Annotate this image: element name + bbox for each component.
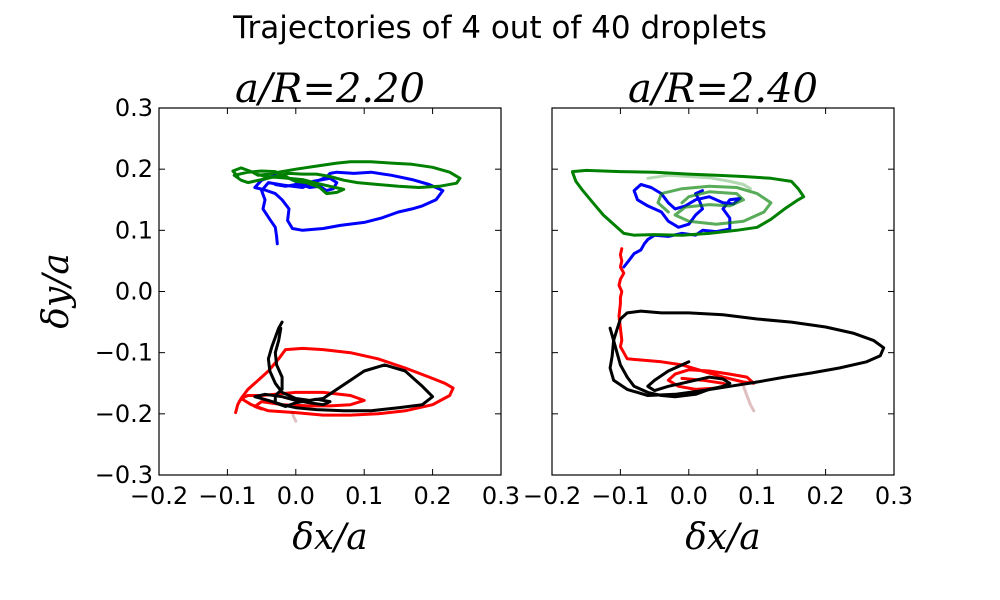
trajectory-line — [608, 326, 732, 399]
y-tick-label: −0.2 — [95, 400, 153, 428]
figure-title: Trajectories of 4 out of 40 droplets — [232, 10, 767, 46]
x-tick-label: 0.1 — [738, 482, 776, 510]
y-tick-label: −0.1 — [95, 339, 153, 367]
panel-left: a/R=2.20 −0.2 −0.1 0.0 0.1 0.2 0.3 −0.3−0.2−0… — [36, 66, 520, 558]
y-tick-label: 0.2 — [115, 155, 153, 183]
trajectory-line — [617, 247, 756, 391]
panel-right-x-axis-label: δx/a — [685, 517, 761, 558]
trajectory-line — [571, 168, 806, 237]
trajectory-line — [253, 320, 435, 413]
trajectory-line — [290, 411, 298, 423]
trajectory-line — [231, 160, 462, 196]
trajectory-line — [234, 346, 455, 417]
x-tick-label: 0.0 — [670, 482, 708, 510]
x-tick-label: 0.3 — [482, 482, 520, 510]
y-tick-label: 0.1 — [115, 216, 153, 244]
x-tick-label: 0.2 — [807, 482, 845, 510]
x-tick-label: −0.1 — [591, 482, 649, 510]
y-tick-label: 0.3 — [115, 94, 153, 122]
panel-right-ticks — [551, 107, 895, 476]
panel-left-x-tick-labels: −0.2 −0.1 0.0 0.1 0.2 0.3 — [130, 482, 520, 510]
trajectory-line — [608, 309, 886, 397]
panel-right-x-tick-labels: −0.2 −0.1 0.0 0.1 0.2 0.3 — [523, 482, 913, 510]
y-axis-label: δy/a — [36, 253, 77, 329]
panel-left-ticks — [158, 107, 502, 476]
x-tick-label: −0.2 — [523, 482, 581, 510]
x-tick-label: 0.0 — [277, 482, 315, 510]
trajectory-line — [253, 170, 445, 246]
trajectory-line — [646, 173, 752, 191]
x-tick-label: 0.1 — [345, 482, 383, 510]
x-tick-label: 0.3 — [875, 482, 913, 510]
x-tick-label: −0.2 — [130, 482, 188, 510]
trajectory-line — [742, 384, 756, 413]
panel-right-title: a/R=2.40 — [628, 66, 818, 112]
panel-left-title: a/R=2.20 — [235, 66, 425, 112]
panel-right: a/R=2.40 −0.2 −0.1 0.0 0.1 0.2 0.3 δx/a — [523, 66, 913, 558]
trajectory-line — [656, 184, 773, 226]
x-tick-label: 0.2 — [414, 482, 452, 510]
panel-left-x-axis-label: δx/a — [292, 517, 368, 558]
y-tick-label: −0.3 — [95, 461, 153, 489]
panel-left-series — [231, 160, 462, 423]
panel-right-plot-area — [551, 107, 895, 476]
panel-right-series — [571, 168, 886, 413]
panel-left-y-tick-labels: −0.3 −0.2 −0.1 0.0 0.1 0.2 0.3 — [95, 94, 153, 489]
x-tick-label: −0.1 — [198, 482, 256, 510]
y-tick-label: 0.0 — [115, 278, 153, 306]
